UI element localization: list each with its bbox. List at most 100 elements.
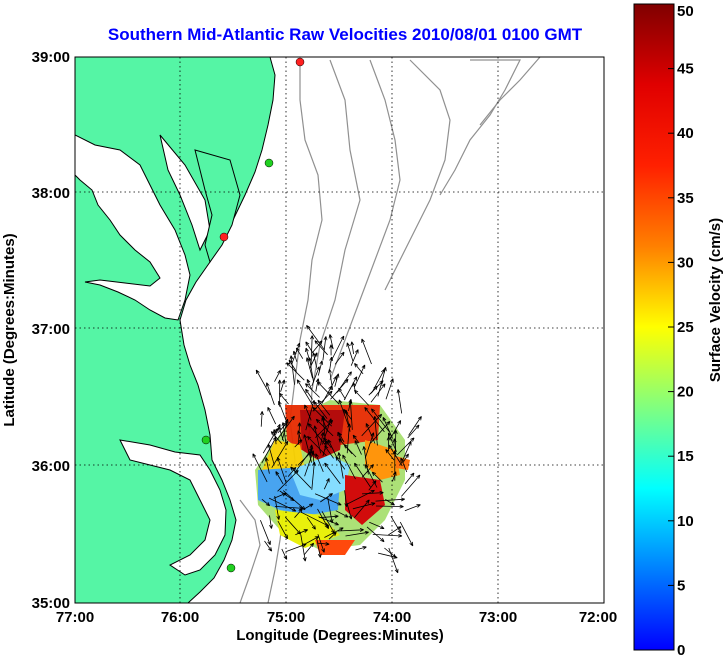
velocity-arrow — [328, 531, 337, 540]
velocity-arrow — [312, 390, 333, 412]
velocity-arrow — [337, 528, 364, 532]
x-axis-label: Longitude (Degrees:Minutes) — [236, 627, 444, 644]
velocity-arrow — [388, 547, 399, 574]
velocity-arrow — [280, 379, 286, 392]
velocity-arrow — [261, 498, 271, 507]
velocity-arrow — [305, 347, 310, 360]
velocity-arrow — [315, 418, 334, 437]
velocity-arrow — [274, 506, 304, 511]
velocity-arrow — [408, 416, 422, 436]
velocity-field — [255, 400, 410, 555]
velocity-arrow — [318, 516, 339, 526]
velocity-arrow — [268, 497, 297, 512]
colorbar-label: Surface Velocity (cm/s) — [707, 218, 724, 382]
velocity-arrow — [314, 340, 328, 356]
velocity-arrow — [372, 533, 403, 538]
velocity-arrow — [337, 452, 344, 479]
pamlico-sound — [119, 439, 227, 576]
velocity-arrow — [271, 440, 289, 468]
velocity-arrow — [305, 388, 313, 400]
y-tick-label: 39:00 — [32, 49, 70, 66]
velocity-arrow — [354, 440, 362, 455]
velocity-arrow — [294, 439, 303, 448]
velocity-arrow — [252, 453, 268, 483]
velocity-arrow — [335, 456, 346, 470]
velocity-arrow — [303, 542, 315, 555]
velocity-arrow — [315, 453, 324, 473]
chesapeake-bay — [75, 134, 191, 321]
y-tick-label: 37:00 — [32, 321, 70, 338]
velocity-arrow — [303, 434, 312, 463]
velocity-arrow — [320, 432, 325, 446]
velocity-arrow — [267, 407, 277, 425]
velocity-arrow — [304, 503, 314, 510]
colorbar-tick-label: 15 — [677, 448, 694, 465]
velocity-arrow — [396, 437, 415, 456]
velocity-arrow — [313, 425, 321, 454]
velocity-arrow — [390, 515, 402, 534]
velocity-arrow — [400, 441, 412, 465]
velocity-arrow — [353, 499, 370, 519]
velocity-arrow — [354, 389, 369, 406]
velocity-arrow — [352, 434, 360, 444]
x-tick-label: 73:00 — [479, 609, 517, 626]
x-tick-label: 74:00 — [373, 609, 411, 626]
colorbar-ticks: 0 5 10 15 20 25 30 35 40 45 50 — [668, 3, 694, 659]
velocity-arrow — [323, 437, 332, 448]
velocity-arrow — [316, 537, 322, 558]
colorbar-tick-label: 25 — [677, 319, 694, 336]
velocity-arrow — [362, 446, 369, 475]
velocity-arrow — [313, 401, 328, 419]
colorbar-tick-label: 45 — [677, 61, 694, 78]
velocity-arrow — [304, 404, 312, 421]
velocity-arrow — [264, 540, 273, 552]
velocity-arrow — [306, 325, 325, 351]
velocity-arrow — [350, 341, 355, 355]
station-marker — [226, 563, 236, 573]
velocity-arrow — [317, 534, 325, 553]
velocity-arrow — [300, 536, 320, 547]
velocity-arrow — [364, 407, 385, 433]
velocity-arrow — [401, 474, 421, 497]
velocity-arrow — [350, 349, 359, 366]
velocity-arrow — [279, 490, 295, 501]
velocity-arrow — [375, 504, 404, 509]
velocity-arrow — [317, 541, 330, 546]
colorbar-tick-label: 10 — [677, 513, 694, 530]
velocity-arrow — [393, 429, 398, 457]
velocity-arrow — [275, 423, 281, 435]
velocity-arrow — [370, 420, 391, 444]
velocity-arrow — [286, 362, 305, 381]
velocity-arrow — [329, 375, 337, 391]
velocity-arrow — [392, 471, 397, 482]
velocity-arrow — [317, 399, 331, 416]
velocity-arrow — [404, 504, 421, 512]
velocity-arrow — [323, 478, 330, 490]
map-area — [75, 57, 604, 603]
velocity-arrow — [347, 504, 353, 520]
velocity-arrow — [307, 436, 327, 457]
velocity-arrow — [330, 335, 345, 363]
velocity-arrow — [306, 379, 313, 390]
velocity-arrow — [404, 472, 415, 485]
y-tick-label: 35:00 — [32, 595, 70, 612]
velocity-arrow — [305, 357, 313, 379]
velocity-arrow — [346, 342, 354, 362]
velocity-arrow — [311, 366, 320, 387]
velocity-arrow — [320, 493, 333, 503]
velocity-arrow — [343, 376, 358, 401]
velocity-arrow — [322, 336, 328, 361]
velocity-arrow — [315, 378, 320, 392]
velocity-arrow — [354, 364, 366, 388]
x-tick-label: 72:00 — [579, 609, 617, 626]
station-marker — [295, 57, 305, 67]
velocity-arrow — [278, 400, 288, 423]
x-tick-label: 75:00 — [267, 609, 305, 626]
velocity-arrow — [364, 432, 375, 459]
velocity-arrow — [336, 371, 352, 394]
velocity-arrow — [279, 392, 289, 405]
velocity-arrow — [289, 355, 295, 385]
velocity-arrow — [260, 520, 271, 546]
velocity-arrow — [399, 521, 414, 547]
velocity-arrow — [269, 515, 273, 529]
